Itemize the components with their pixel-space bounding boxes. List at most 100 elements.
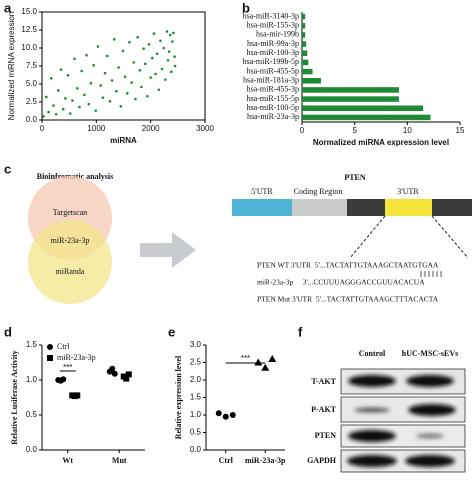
point	[128, 40, 131, 44]
sequence: miR-23a-3p 3'...CCUUUAGGGACCGUUACACUA	[257, 278, 425, 287]
point	[171, 40, 174, 43]
pairing-lines	[420, 271, 442, 277]
segment-label: Coding Region	[294, 187, 343, 196]
bar	[302, 13, 306, 20]
category-label: hsa-miR-181a-3p	[243, 76, 299, 85]
point	[57, 89, 60, 92]
gene-segment	[232, 199, 292, 216]
point	[83, 93, 86, 97]
dot	[125, 371, 132, 378]
y-tick-label: 10.0	[21, 43, 37, 52]
y-tick-label: 1.0	[26, 375, 38, 384]
x-tick-label: 5	[352, 126, 357, 135]
point	[73, 57, 76, 61]
category-label: hsa-miR-99a-3p	[247, 39, 299, 48]
point	[160, 67, 164, 71]
x-tick-label: 3000	[196, 124, 214, 133]
blot-strips	[340, 368, 466, 473]
row-label: PTEN	[315, 431, 337, 440]
point	[157, 88, 161, 92]
point	[66, 74, 70, 77]
category-label: hsa-miR-100-3p	[247, 48, 299, 57]
category-label: hsa-miR-155-5p	[247, 94, 299, 103]
gene-title: PTEN	[344, 173, 366, 182]
y-tick-label: 0.0	[190, 445, 202, 454]
x-axis-label: Normalized miRNA expression level	[313, 138, 449, 147]
point	[173, 64, 177, 68]
y-tick-label: 2.5	[190, 358, 202, 367]
y-tick-label: 12.5	[21, 25, 37, 34]
point	[52, 104, 55, 107]
y-tick-label: 7.5	[26, 61, 38, 70]
dot	[261, 363, 270, 371]
significance-label: ***	[63, 363, 72, 372]
point	[134, 97, 137, 101]
gene-segment	[292, 199, 347, 216]
category-label: hsa-mir-199b	[256, 30, 299, 39]
x-tick-label: 10	[403, 126, 412, 135]
gene-segment	[432, 199, 472, 216]
point	[121, 49, 125, 53]
point	[115, 89, 118, 93]
point	[117, 66, 120, 69]
category-label: hsa-miR-155-3p	[247, 21, 299, 30]
point	[172, 31, 175, 35]
point	[159, 39, 162, 43]
x-tick-label: Wt	[62, 456, 73, 465]
point	[165, 30, 169, 33]
venn-label: miR-23a-3p	[51, 236, 90, 245]
panel-letter: f	[298, 324, 303, 339]
dot	[222, 413, 229, 420]
gene-segment	[385, 199, 432, 216]
zoom-line	[431, 215, 469, 259]
point	[47, 110, 50, 114]
dot	[111, 370, 118, 377]
x-tick-label: 15	[456, 126, 465, 135]
category-label: hsa-miR-455-3p	[247, 85, 299, 94]
point	[130, 81, 133, 84]
y-tick-label: 0.0	[26, 115, 38, 124]
point	[45, 95, 48, 99]
arrow	[140, 232, 196, 268]
bar	[302, 87, 399, 93]
point	[140, 85, 143, 89]
x-tick-label: Ctrl	[219, 456, 234, 465]
venn-label: Targetscan	[53, 208, 87, 217]
point	[155, 52, 159, 56]
y-axis-label: Relative Lusiferase Activity	[10, 350, 19, 444]
panel-letter: c	[4, 161, 11, 176]
point	[42, 115, 45, 118]
significance-label: ***	[241, 354, 250, 363]
y-tick-label: 0.5	[190, 428, 202, 437]
bar	[302, 105, 424, 111]
point	[71, 99, 74, 102]
point	[147, 43, 151, 46]
point	[54, 112, 58, 116]
x-tick-label: 2000	[142, 124, 160, 133]
bar	[302, 96, 399, 102]
bar	[302, 59, 309, 66]
point	[143, 62, 147, 66]
y-tick-label: 15.0	[21, 7, 37, 16]
panel-letter: d	[4, 324, 12, 339]
point	[59, 68, 63, 71]
venn-label: miRanda	[56, 267, 85, 276]
y-tick-label: 1.0	[190, 410, 202, 419]
point	[136, 35, 139, 39]
x-tick-label: miR-23a-3p	[245, 456, 286, 465]
bar	[302, 23, 306, 29]
category-label: hsa-miR-3140-3p	[243, 11, 299, 20]
y-tick-label: 1.5	[190, 393, 202, 402]
plot-frame	[41, 11, 206, 121]
row-label: T-AKT	[311, 377, 336, 386]
point	[80, 69, 83, 73]
category-label: hsa-miR-23a-3p	[247, 112, 299, 121]
point	[146, 94, 149, 98]
x-axis-label: miRNA	[110, 136, 137, 145]
bar	[302, 41, 307, 47]
category-label: hsa-miR-199b-5p	[243, 57, 299, 66]
point	[108, 99, 112, 103]
point	[85, 53, 88, 57]
x-tick-label: Mut	[112, 456, 127, 465]
